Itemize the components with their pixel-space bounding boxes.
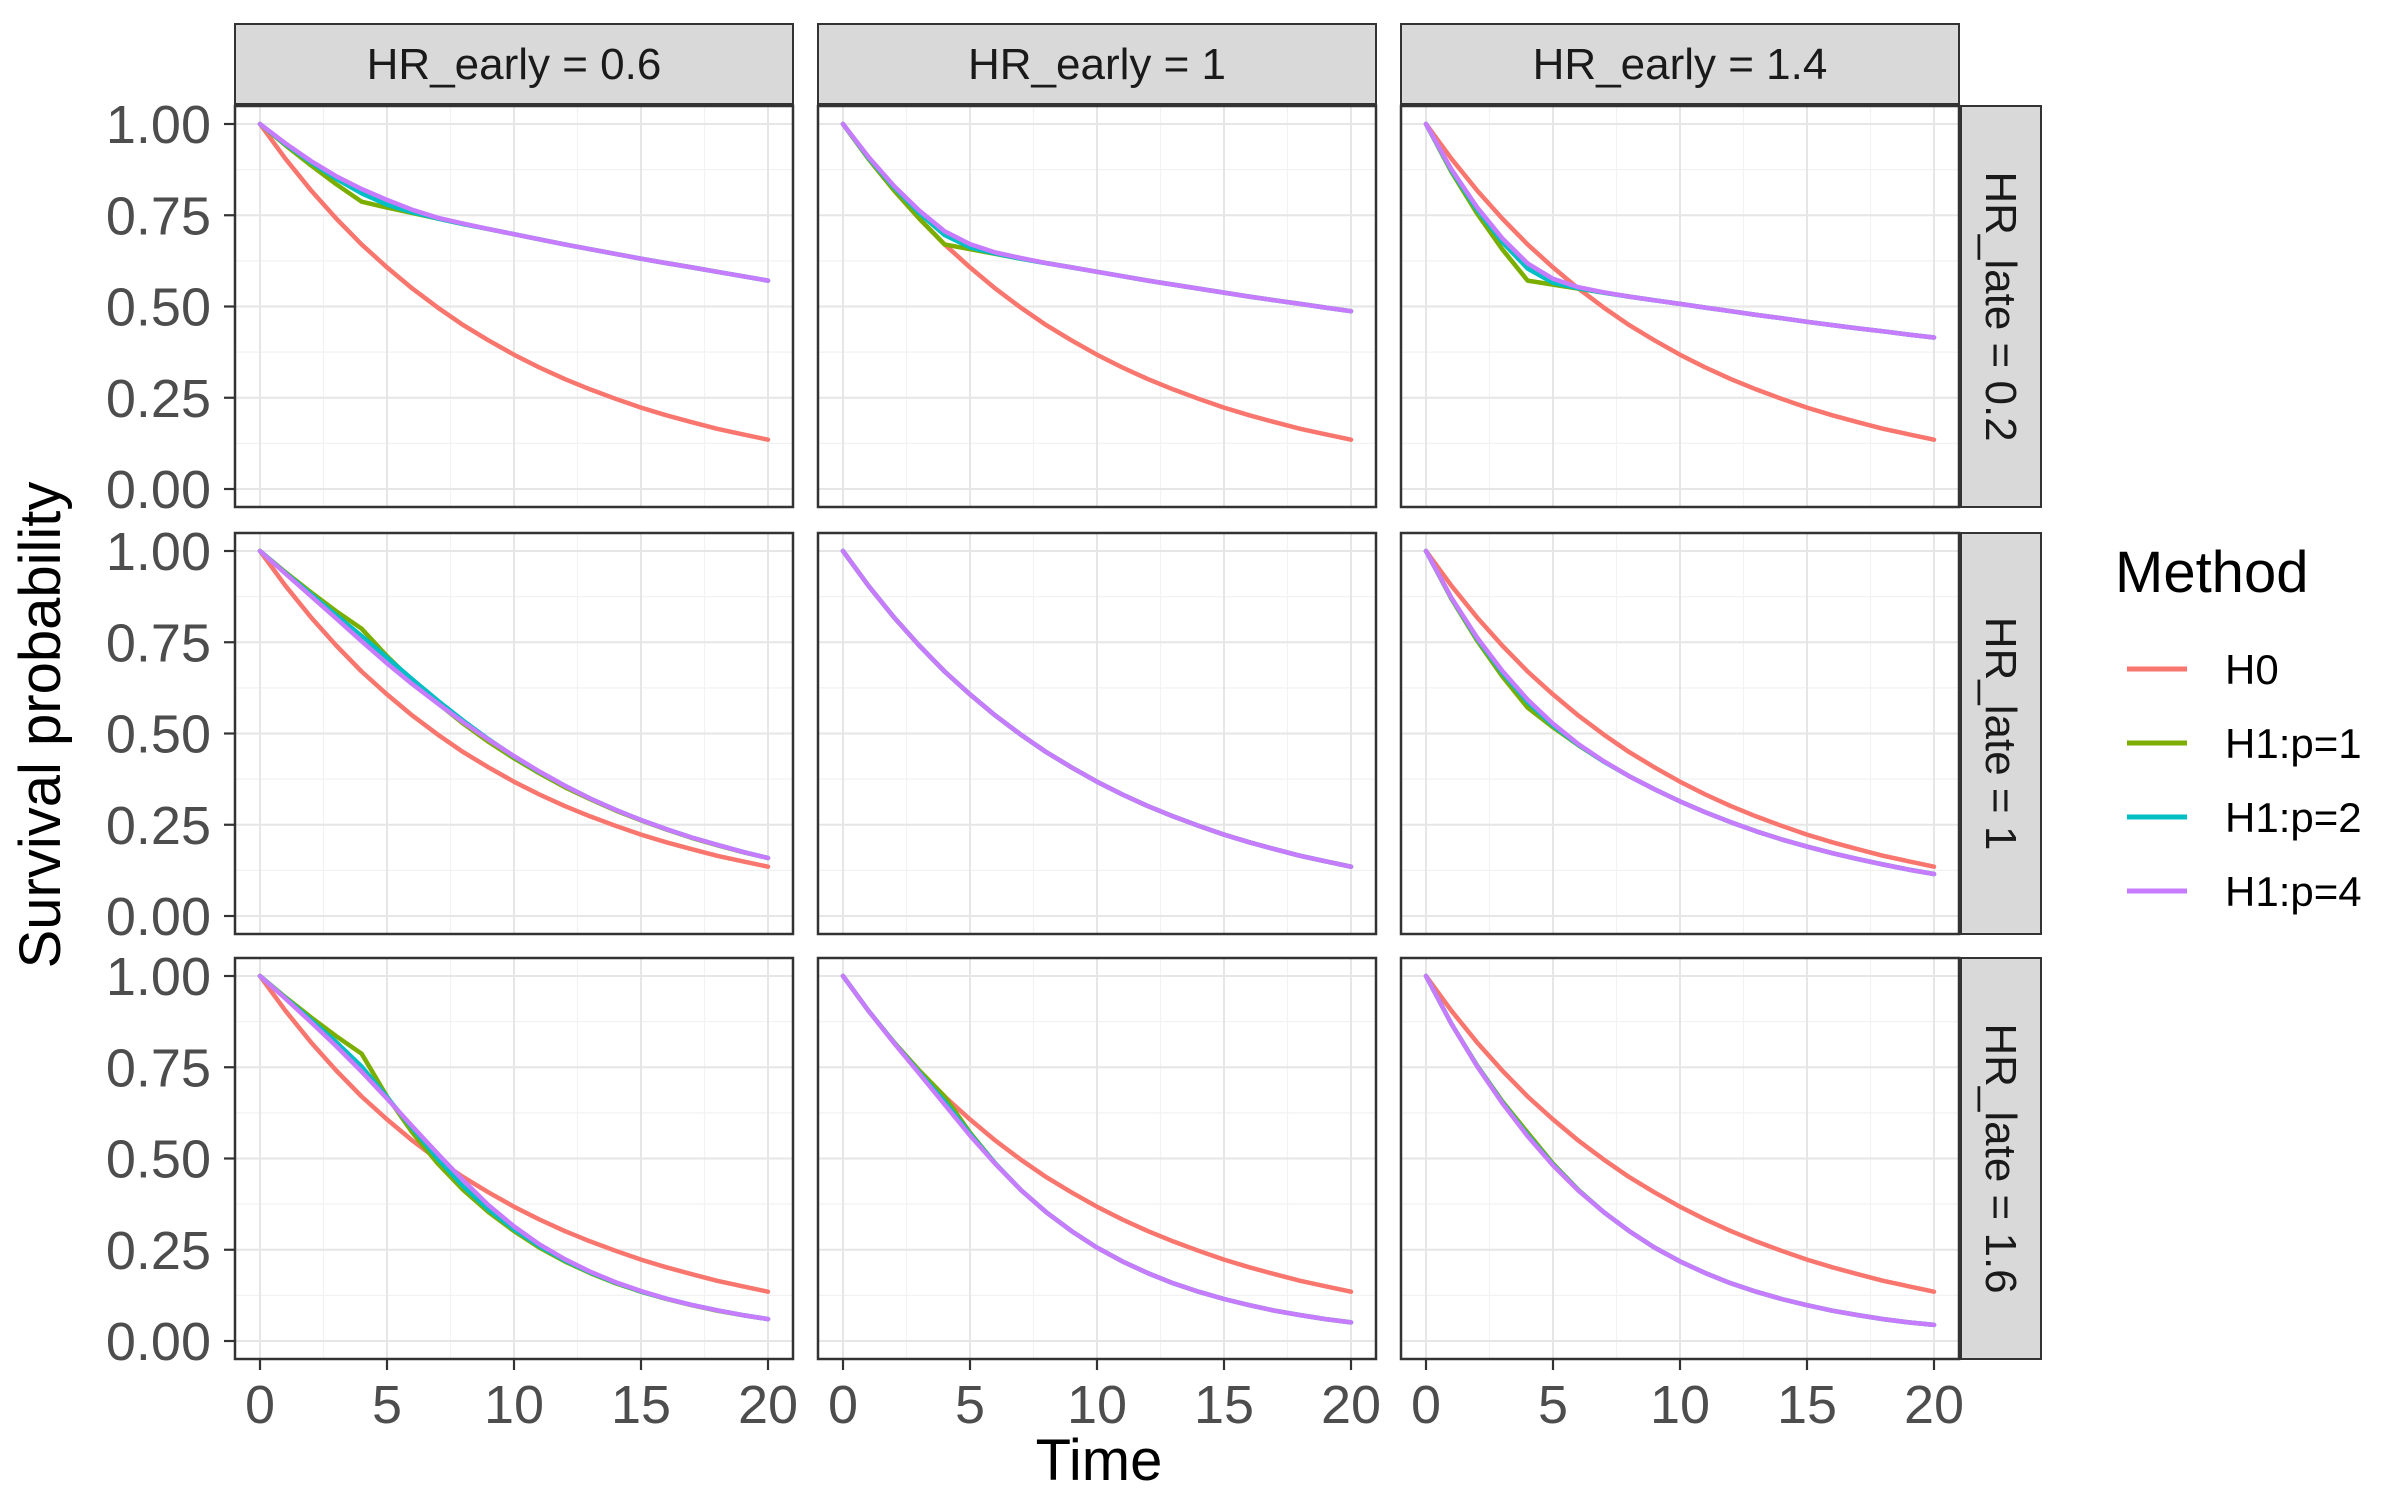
panel-r2-c2 [816,531,1378,936]
x-tick-label: 20 [1321,1375,1381,1435]
series-line-h0 [257,973,771,1294]
x-tick-label: 15 [1194,1375,1254,1435]
x-tick-label: 10 [1067,1375,1127,1435]
panel-r3-c2 [816,956,1378,1361]
x-tick-label: 20 [1904,1375,1964,1435]
panel-r3-c1 [233,956,795,1361]
y-tick-label: 1.00 [106,947,211,1007]
series-line-h1-p-4 [1423,973,1937,1328]
y-tick-label: 1.00 [106,522,211,582]
series-line-h0 [257,121,771,442]
legend-entry-h1-p-2: H1:p=2 [2127,794,2362,841]
series-line-h1-p-4 [1423,121,1937,340]
facet-strips: HR_early = 0.6 HR_early = 1 HR_early = 1.4… [234,23,2042,1360]
series-line-h1-p-4 [840,548,1354,869]
y-axis-title: Survival probability [8,482,73,969]
series-line-h1-p-4 [840,973,1354,1325]
y-axis-row-2: 0.00 0.25 0.50 0.75 1.00 [106,522,235,947]
strip-background [1960,105,2042,508]
strip-label: HR_early = 1.4 [1533,40,1828,89]
legend-label: H1:p=2 [2225,794,2362,841]
y-axis-row-1: 0.00 0.25 0.50 0.75 1.00 [106,95,235,520]
facet-panels [233,104,1961,1361]
strip-background [1960,957,2042,1360]
panel-border [816,104,1378,509]
x-axis-column-3: 0 5 10 15 20 [1411,1359,1964,1435]
legend-entry-h0: H0 [2127,646,2279,693]
series-line-h0 [1423,548,1937,869]
y-tick-label: 0.25 [106,1221,211,1281]
series-line-h1-p-4 [257,548,771,861]
legend-title: Method [2115,540,2308,605]
y-tick-label: 0.75 [106,186,211,246]
x-tick-label: 15 [611,1375,671,1435]
x-tick-label: 10 [484,1375,544,1435]
strip-row-1: HR_late = 0.2 [1960,105,2042,508]
y-tick-label: 0.50 [106,278,211,338]
strip-background [1960,532,2042,935]
series-line-h1-p-4 [257,973,771,1322]
strip-column-1: HR_early = 0.6 [234,23,794,105]
x-tick-label: 0 [245,1375,275,1435]
panel-r1-c3 [1399,104,1961,509]
legend-label: H1:p=1 [2225,720,2362,767]
y-tick-label: 0.00 [106,887,211,947]
strip-column-2: HR_early = 1 [817,23,1377,105]
axes: 0.000.250.500.751.000.000.250.500.751.00… [106,95,1964,1435]
panel-border [1399,104,1961,509]
strip-column-3: HR_early = 1.4 [1400,23,1960,105]
series-line-h1-p-4 [1423,548,1937,877]
strip-background [1400,23,1960,105]
y-tick-label: 0.25 [106,796,211,856]
y-tick-label: 1.00 [106,95,211,155]
legend-entry-h1-p-1: H1:p=1 [2127,720,2362,767]
y-tick-label: 0.00 [106,1312,211,1372]
x-tick-label: 5 [372,1375,402,1435]
series-line-h0 [1423,973,1937,1294]
x-tick-label: 5 [1538,1375,1568,1435]
strip-background [817,23,1377,105]
x-axis-column-2: 0 5 10 15 20 [828,1359,1381,1435]
panel-r3-c3 [1399,956,1961,1361]
strip-label: HR_late = 1 [1976,617,2025,851]
y-tick-label: 0.00 [106,460,211,520]
strip-label: HR_late = 0.2 [1976,171,2025,441]
panel-r1-c2 [816,104,1378,509]
x-tick-label: 15 [1777,1375,1837,1435]
series-line-h0 [257,548,771,869]
panel-r2-c3 [1399,531,1961,936]
strip-background [234,23,794,105]
y-axis-row-3: 0.00 0.25 0.50 0.75 1.00 [106,947,235,1372]
legend-label: H1:p=4 [2225,868,2362,915]
x-axis-title: Time [1036,1428,1163,1493]
y-tick-label: 0.50 [106,705,211,765]
strip-label: HR_early = 1 [968,40,1226,89]
x-tick-label: 0 [1411,1375,1441,1435]
legend-label: H0 [2225,646,2279,693]
y-tick-label: 0.50 [106,1130,211,1190]
y-tick-label: 0.75 [106,1038,211,1098]
series-line-h0 [1423,121,1937,442]
strip-label: HR_late = 1.6 [1976,1023,2025,1293]
panel-border [816,531,1378,936]
panel-r2-c1 [233,531,795,936]
x-tick-label: 20 [738,1375,798,1435]
panel-border [1399,531,1961,936]
legend: Method H0 H1:p=1 H1:p=2 H1:p=4 [2115,540,2362,915]
strip-row-2: HR_late = 1 [1960,532,2042,935]
x-tick-label: 0 [828,1375,858,1435]
series-line-h1-p-4 [257,121,771,283]
panel-r1-c1 [233,104,795,509]
legend-entries: H0 H1:p=1 H1:p=2 H1:p=4 [2127,646,2362,915]
series-line-h1-p-4 [840,121,1354,314]
strip-label: HR_early = 0.6 [367,40,662,89]
y-tick-label: 0.75 [106,613,211,673]
x-tick-label: 5 [955,1375,985,1435]
x-tick-label: 10 [1650,1375,1710,1435]
strip-row-3: HR_late = 1.6 [1960,957,2042,1360]
x-axis-column-1: 0 5 10 15 20 [245,1359,798,1435]
y-tick-label: 0.25 [106,369,211,429]
legend-entry-h1-p-4: H1:p=4 [2127,868,2362,915]
